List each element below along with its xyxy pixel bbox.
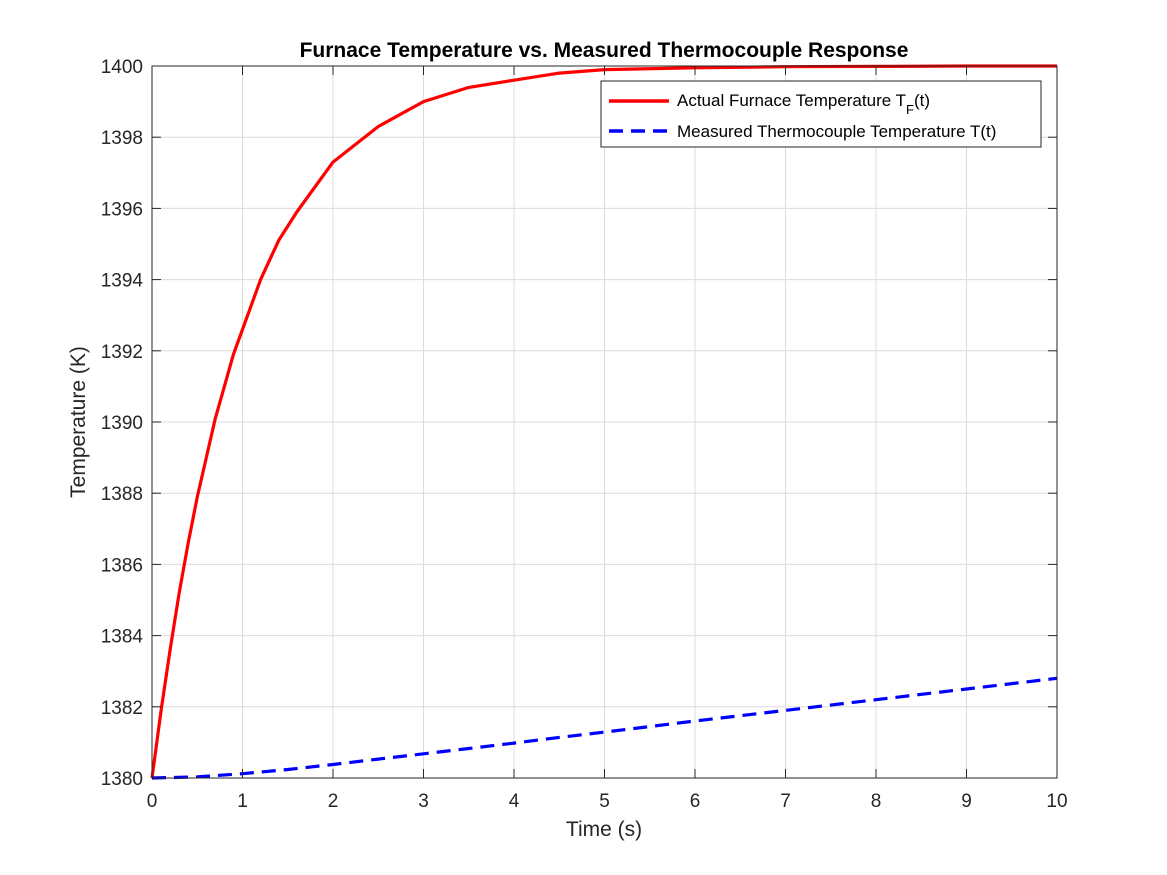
x-tick-label: 10	[1046, 791, 1067, 812]
y-tick-label: 1386	[101, 555, 143, 576]
legend-label-furnace-sub: F	[906, 102, 914, 117]
y-tick-label: 1384	[101, 627, 144, 648]
x-tick-label: 4	[509, 791, 520, 812]
y-tick-label: 1388	[101, 484, 143, 505]
legend: Actual Furnace Temperature TF(t) Measure…	[600, 80, 1042, 148]
x-tick-label: 5	[599, 791, 610, 812]
y-tick-label: 1394	[101, 271, 144, 292]
ticks: 0 1 2 3 4 5 6 7 8 9 10 1380 1382 1384 1386 1388 1390 1392…	[101, 57, 1068, 812]
x-tick-label: 8	[871, 791, 882, 812]
x-axis-label: Time (s)	[566, 818, 642, 841]
y-tick-label: 1392	[101, 342, 143, 363]
legend-label-furnace: Actual Furnace Temperature TF(t)	[677, 91, 930, 117]
y-tick-label: 1398	[101, 128, 143, 149]
furnace-temperature-line	[150, 64, 1057, 779]
plot-area: 0 1 2 3 4 5 6 7 8 9 10 1380 1382 1384 1386 1388 1390 1392…	[101, 57, 1068, 812]
legend-label-furnace-tail: (t)	[914, 91, 930, 110]
x-tick-label: 0	[147, 791, 158, 812]
x-tick-label: 7	[780, 791, 791, 812]
x-tick-label: 3	[418, 791, 429, 812]
x-tick-label: 9	[961, 791, 972, 812]
legend-box	[600, 80, 1042, 148]
legend-label-furnace-main: Actual Furnace Temperature T	[677, 91, 906, 110]
y-axis-label: Temperature (K)	[67, 346, 90, 498]
series-layer	[150, 64, 1058, 780]
y-tick-label: 1380	[101, 769, 143, 790]
thermocouple-temperature-line	[151, 676, 1058, 780]
y-tick-label: 1382	[101, 698, 143, 719]
y-tick-label: 1396	[101, 199, 143, 220]
legend-label-thermocouple: Measured Thermocouple Temperature T(t)	[677, 122, 996, 141]
chart-title: Furnace Temperature vs. Measured Thermoc…	[300, 39, 909, 62]
y-tick-label: 1400	[101, 57, 143, 78]
x-tick-label: 6	[690, 791, 701, 812]
x-tick-label: 2	[328, 791, 339, 812]
x-tick-label: 1	[237, 791, 248, 812]
y-tick-label: 1390	[101, 413, 143, 434]
